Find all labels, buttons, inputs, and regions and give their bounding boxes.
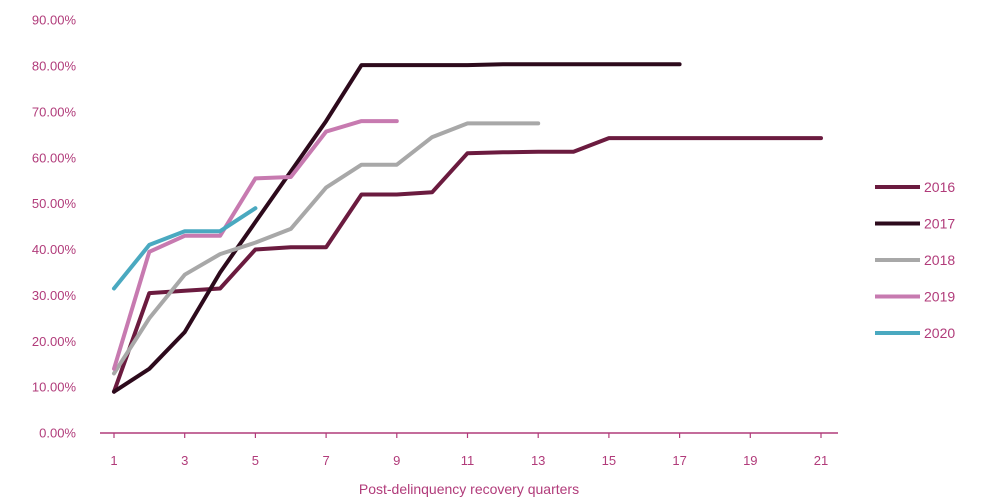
y-tick-label: 40.00% [32,242,77,257]
x-tick-label: 9 [393,453,400,468]
x-tick-label: 11 [461,453,475,468]
x-axis-title: Post-delinquency recovery quarters [359,481,579,497]
x-axis: 1 3 5 7 9 11 13 15 17 19 21 [100,432,838,468]
series-lines [112,62,823,394]
y-tick-label: 60.00% [32,150,77,165]
x-tick-label: 15 [602,453,616,468]
series-line-2019 [112,119,399,371]
legend-label-2019: 2019 [924,289,955,305]
y-tick-label: 10.00% [32,380,77,395]
x-tick-label: 13 [531,453,545,468]
y-tick-label: 0.00% [39,426,76,441]
series-line-2017 [112,62,682,394]
y-tick-label: 80.00% [32,59,77,74]
legend-label-2016: 2016 [924,179,955,195]
x-tick-label: 19 [743,453,757,468]
y-tick-label: 50.00% [32,196,77,211]
y-tick-label: 30.00% [32,288,77,303]
series-line-2020 [112,206,258,291]
x-tick-label: 17 [672,453,686,468]
x-tick-label: 1 [110,453,117,468]
legend-label-2018: 2018 [924,252,955,268]
legend-label-2017: 2017 [924,216,955,232]
legend: 2016 2017 2018 2019 2020 [875,179,955,341]
y-axis: 0.00% 10.00% 20.00% 30.00% 40.00% 50.00% 60.00… [32,13,77,441]
x-tick-label: 3 [181,453,188,468]
x-tick-label: 7 [322,453,329,468]
y-tick-label: 70.00% [32,104,77,119]
x-tick-label: 21 [814,453,828,468]
legend-label-2020: 2020 [924,325,955,341]
y-tick-label: 20.00% [32,334,77,349]
series-line-2016 [112,136,823,394]
x-tick-label: 5 [252,453,259,468]
y-tick-label: 90.00% [32,13,77,28]
series-line-2018 [112,121,541,376]
